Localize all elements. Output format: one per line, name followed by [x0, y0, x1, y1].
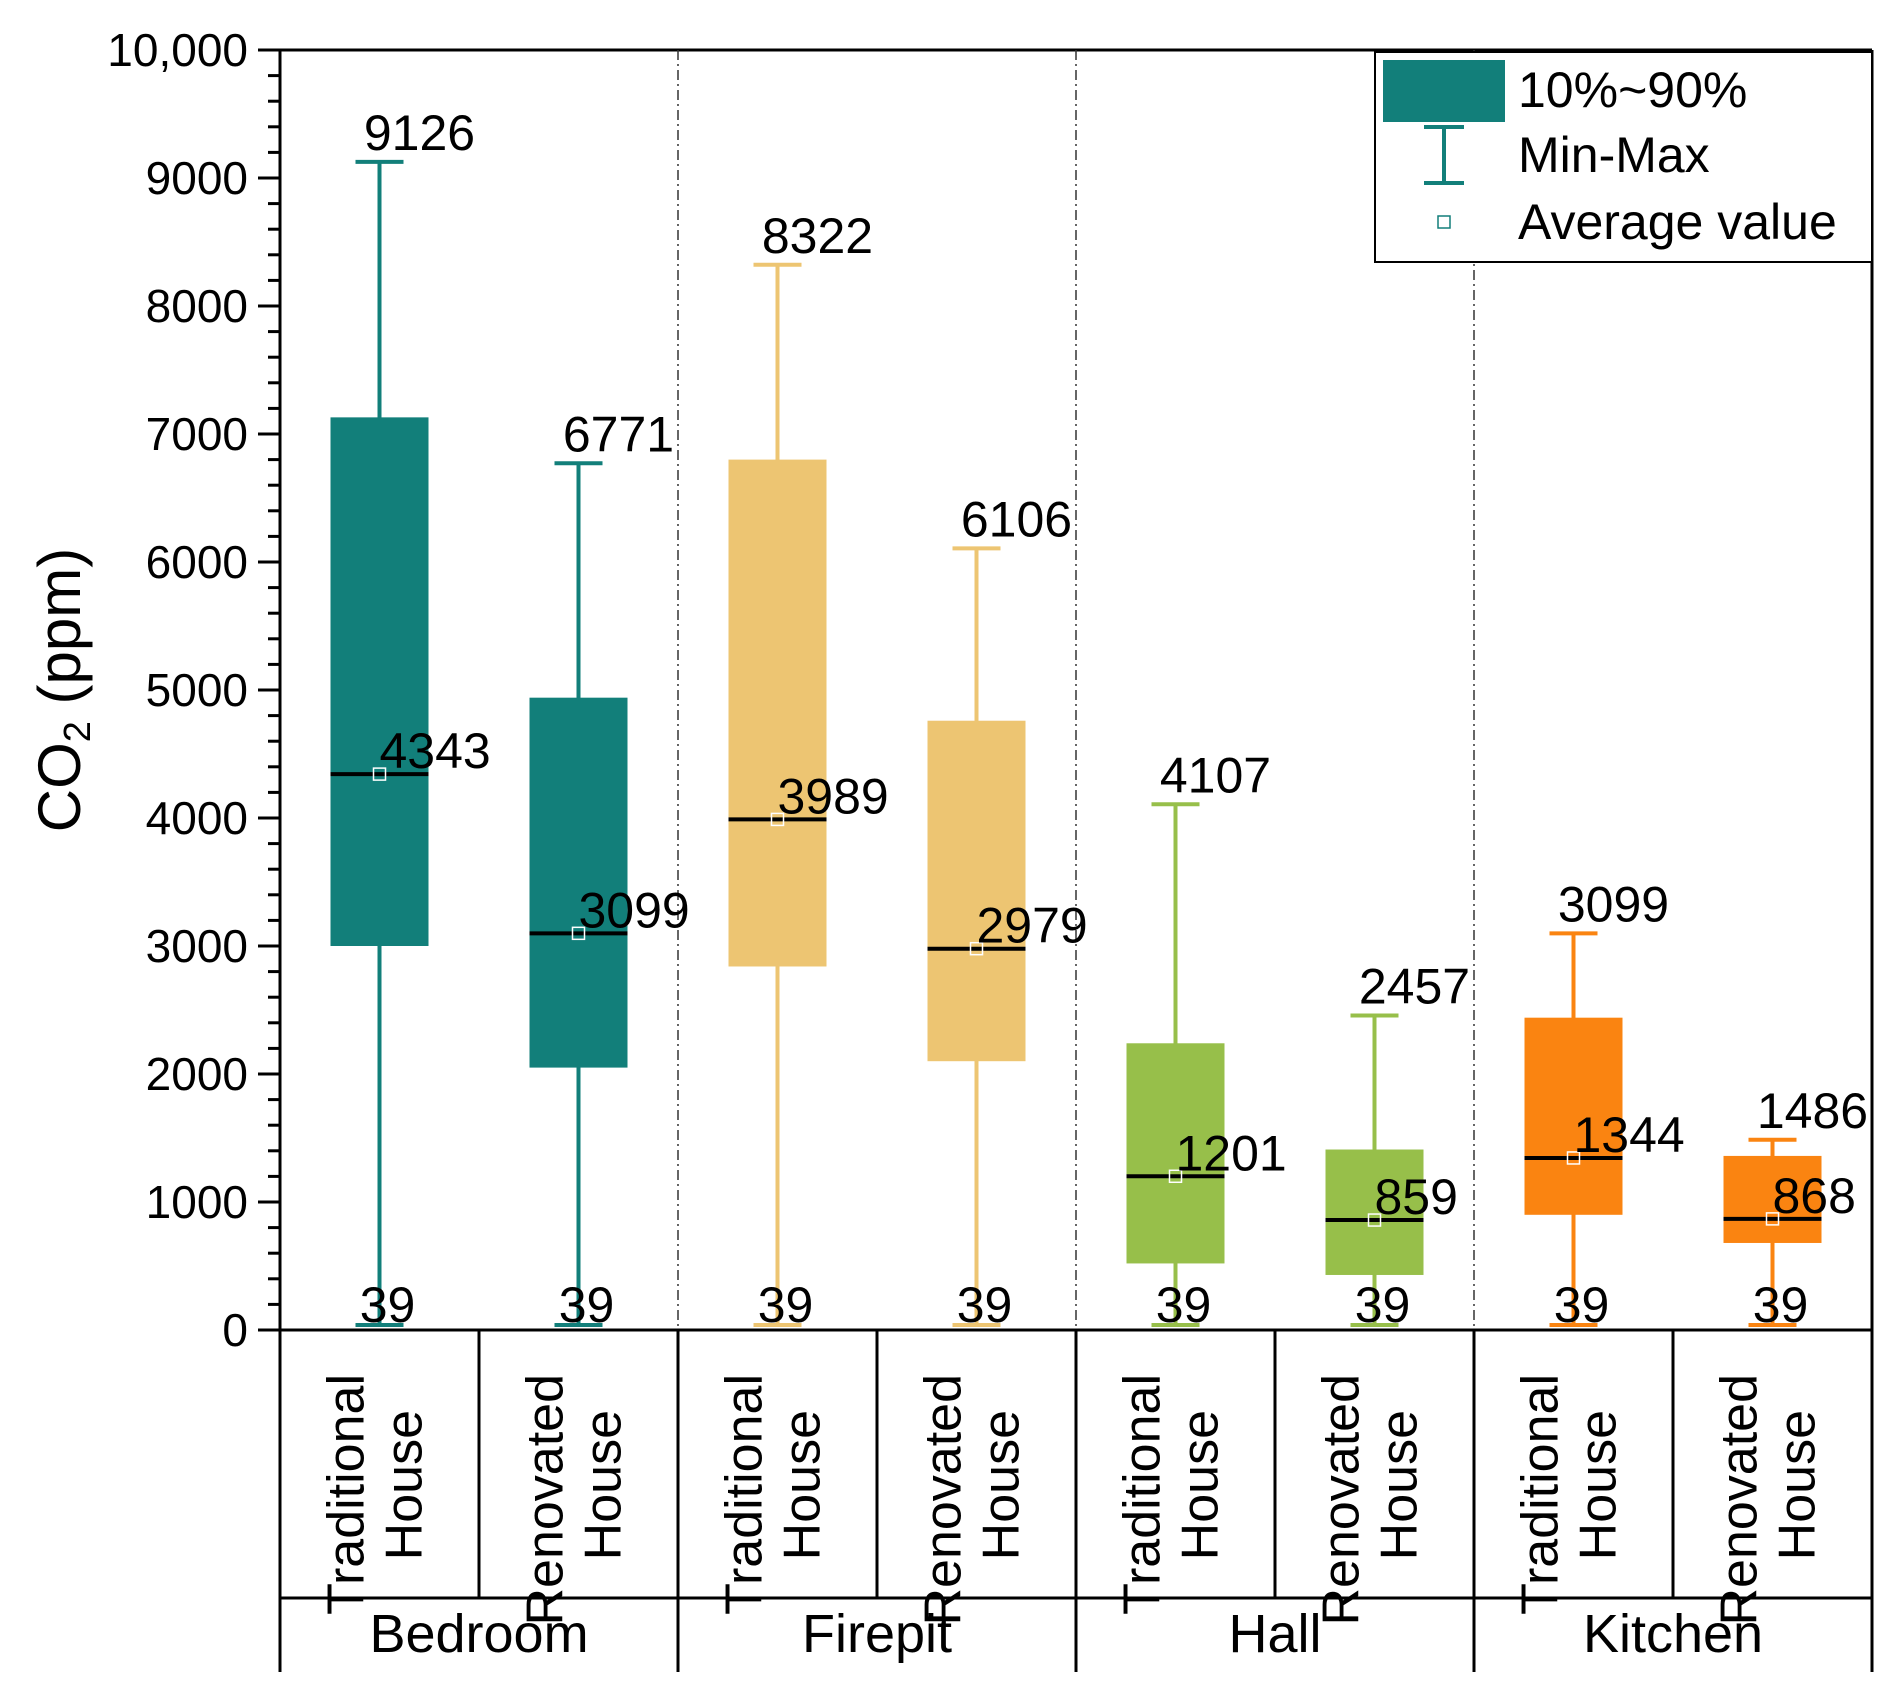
average-marker	[770, 812, 785, 827]
category-label-line1: Renovated	[1711, 1374, 1769, 1626]
y-axis-label-main: CO	[26, 742, 93, 832]
y-axis-label: CO2 (ppm)	[26, 548, 99, 833]
max-value-label: 1486	[1757, 1083, 1868, 1139]
y-tick-label: 8000	[146, 280, 248, 332]
group-label: Firepit	[802, 1604, 952, 1664]
category-label-line2: House	[1172, 1410, 1230, 1560]
legend-swatch-box	[1383, 60, 1505, 122]
category-label: Renovated House	[1711, 1374, 1827, 1626]
average-value-label: 3989	[778, 768, 889, 824]
min-value-label: 39	[758, 1277, 814, 1333]
average-marker	[969, 941, 984, 956]
box-10-90	[1524, 1017, 1623, 1215]
max-value-label: 3099	[1558, 876, 1669, 932]
average-value-label: 4343	[380, 723, 491, 779]
category-label: Renovated House	[1313, 1374, 1429, 1626]
average-value-label: 1201	[1176, 1125, 1287, 1181]
min-value-label: 39	[1554, 1277, 1610, 1333]
legend-label: Min-Max	[1518, 127, 1710, 183]
category-label-line2: House	[376, 1410, 434, 1560]
box-10-90	[1723, 1155, 1822, 1243]
y-tick-label: 4000	[146, 792, 248, 844]
average-marker	[1168, 1169, 1183, 1184]
max-value-label: 6771	[563, 406, 674, 462]
box-10-90	[927, 720, 1026, 1062]
y-tick-label: 3000	[146, 920, 248, 972]
min-value-label: 39	[1753, 1277, 1809, 1333]
box-10-90	[1325, 1149, 1424, 1275]
y-tick-label: 5000	[146, 664, 248, 716]
y-tick-label: 9000	[146, 152, 248, 204]
category-label-line2: House	[1769, 1410, 1827, 1560]
category-label-line1: Traditional	[716, 1374, 774, 1615]
average-value-label: 3099	[579, 882, 690, 938]
max-value-label: 2457	[1359, 959, 1470, 1015]
box-10-90	[1126, 1043, 1225, 1264]
average-marker	[571, 926, 586, 941]
average-value-label: 859	[1375, 1169, 1458, 1225]
category-label-line2: House	[973, 1410, 1031, 1560]
box-10-90	[330, 417, 429, 946]
average-value-label: 2979	[977, 898, 1088, 954]
category-label-line1: Renovated	[915, 1374, 973, 1626]
category-label-line1: Renovated	[517, 1374, 575, 1626]
y-axis-label-subscript: 2	[57, 721, 99, 742]
max-value-label: 8322	[762, 208, 873, 264]
box-10-90	[529, 697, 628, 1068]
legend-label: 10%~90%	[1518, 62, 1747, 118]
category-label-line2: House	[1570, 1410, 1628, 1560]
category-label-line2: House	[774, 1410, 832, 1560]
y-axis-label-text: CO2 (ppm)	[26, 548, 99, 833]
category-label: Renovated House	[517, 1374, 633, 1626]
average-marker	[1765, 1212, 1780, 1226]
y-tick-label: 2000	[146, 1048, 248, 1100]
min-value-label: 39	[559, 1277, 615, 1333]
category-label: Traditional House	[716, 1374, 832, 1615]
min-value-label: 39	[1355, 1277, 1411, 1333]
legend-label: Average value	[1518, 194, 1837, 250]
y-tick-label: 1000	[146, 1176, 248, 1228]
category-label-line1: Renovated	[1313, 1374, 1371, 1626]
category-label-line1: Traditional	[1114, 1374, 1172, 1615]
min-value-label: 39	[1156, 1277, 1212, 1333]
min-value-label: 39	[957, 1277, 1013, 1333]
average-value-label: 868	[1773, 1168, 1856, 1224]
category-label-line2: House	[575, 1410, 633, 1560]
group-label: Hall	[1228, 1604, 1321, 1664]
y-tick-label: 0	[222, 1304, 248, 1356]
box-10-90	[728, 459, 827, 967]
average-marker	[372, 767, 387, 781]
category-label-line2: House	[1371, 1410, 1429, 1560]
category-label: Traditional House	[1512, 1374, 1628, 1615]
y-axis-label-unit: (ppm)	[26, 548, 93, 721]
average-marker	[1566, 1151, 1581, 1165]
y-tick-label: 10,000	[107, 24, 248, 76]
category-label: Traditional House	[318, 1374, 434, 1615]
group-label: Bedroom	[369, 1604, 588, 1664]
group-label: Kitchen	[1583, 1604, 1763, 1664]
category-label: Renovated House	[915, 1374, 1031, 1626]
y-tick-label: 7000	[146, 408, 248, 460]
max-value-label: 4107	[1160, 747, 1271, 803]
category-label-line1: Traditional	[318, 1374, 376, 1615]
category-label-line1: Traditional	[1512, 1374, 1570, 1615]
plot-area: 0 1000 2000 3000 4000 5000 6000 7000 8000 9000 10,…	[107, 24, 1874, 1672]
max-value-label: 6106	[961, 491, 1072, 547]
average-marker	[1367, 1213, 1382, 1227]
legend-swatch-mean	[1437, 215, 1451, 229]
y-tick-label: 6000	[146, 536, 248, 588]
max-value-label: 9126	[364, 105, 475, 161]
average-value-label: 1344	[1574, 1107, 1685, 1163]
category-label: Traditional House	[1114, 1374, 1230, 1615]
min-value-label: 39	[360, 1277, 416, 1333]
legend: 10%~90% Min-Max Average value	[1374, 51, 1873, 263]
